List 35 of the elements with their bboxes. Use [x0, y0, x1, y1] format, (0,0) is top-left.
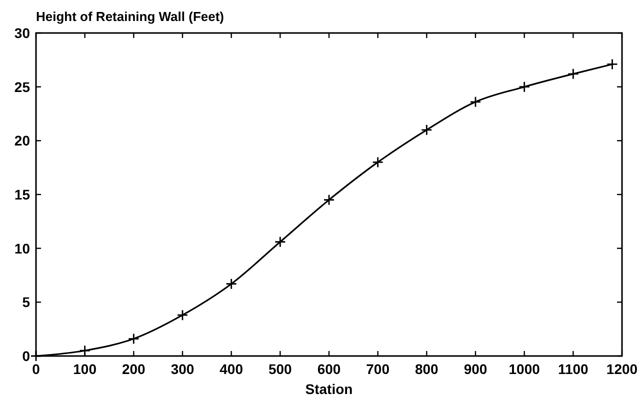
point	[30, 350, 42, 362]
x-tick-label: 900	[464, 361, 488, 377]
y-tick-label: 15	[14, 186, 30, 202]
point	[176, 309, 188, 321]
y-tick-label: 25	[14, 78, 30, 95]
point	[323, 194, 335, 206]
point	[606, 58, 618, 70]
point	[274, 236, 286, 248]
x-tick-label: 1100	[558, 361, 589, 377]
x-tick-label: 300	[170, 361, 194, 377]
y-tick-label: 30	[14, 25, 30, 41]
point	[420, 124, 432, 136]
x-tick-label: 1000	[508, 361, 540, 377]
x-tick-label: 100	[73, 361, 97, 377]
y-tick-label: 5	[22, 294, 30, 310]
point	[372, 156, 384, 168]
y-tick-label: 0	[22, 348, 30, 364]
x-tick-label: 400	[220, 361, 244, 377]
x-tick-label: 600	[317, 361, 341, 377]
y-axis-title: Height of Retaining Wall (Feet)	[36, 9, 224, 24]
x-tick-label: 800	[414, 361, 439, 377]
x-tick-label: 1200	[606, 361, 638, 377]
y-tick-label: 20	[14, 132, 30, 149]
x-tick-label: 700	[366, 361, 390, 377]
point	[567, 68, 579, 80]
point	[226, 278, 238, 290]
x-tick-label: 500	[268, 361, 292, 377]
point	[79, 344, 91, 356]
point	[470, 96, 482, 108]
point	[518, 81, 530, 93]
x-tick-label: 0	[32, 361, 40, 377]
x-tick-label: 200	[122, 361, 146, 377]
x-axis-title: Station	[305, 381, 353, 397]
y-tick-label: 10	[14, 240, 30, 256]
point	[128, 333, 140, 344]
